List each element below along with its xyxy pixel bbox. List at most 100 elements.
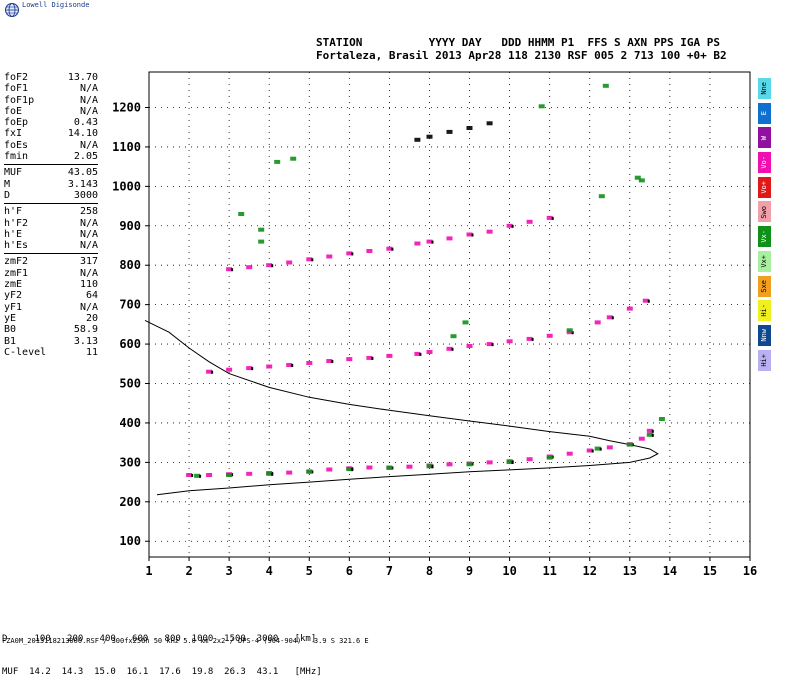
x-tick-label: 13 [623,564,637,578]
mode-button-nne[interactable]: Nne [758,78,771,99]
trace-point [426,350,433,354]
trace-point [406,464,413,469]
param-row: yF1 N/A [4,302,98,313]
y-tick-label: 800 [119,258,141,272]
muf-table: D 100 200 400 600 800 1000 1500 3000 [km… [2,612,322,689]
mode-label: Nne [760,82,768,95]
trace-point [606,445,613,450]
param-label: fxI [4,128,23,140]
trace-point [546,333,553,338]
param-label: yE [4,312,17,324]
x-tick-label: 8 [426,564,433,578]
param-label: D [4,189,11,201]
param-label: C-level [4,346,47,358]
mode-button-sxe[interactable]: Sxe [758,275,771,297]
trace-point [486,460,493,465]
trace-point [594,446,601,451]
x-tick-label: 4 [266,564,273,578]
param-value: N/A [79,139,98,151]
param-value: 3000 [73,189,98,201]
x-tick-label: 15 [703,564,717,578]
trace-point-dark [591,449,594,453]
mode-button-w[interactable]: W [758,127,771,149]
trace-point [426,239,433,244]
param-label: yF2 [4,290,23,302]
param-value: 43.05 [67,167,98,179]
param-value: 2.05 [73,151,98,163]
param-label: foEs [4,139,29,151]
trace-point [462,320,469,325]
trace-point [486,229,493,234]
param-divider [4,203,98,205]
trace-point [414,137,421,142]
trace-point [602,83,609,88]
trace-point [646,428,653,433]
param-row: foF2 13.70 [4,72,98,83]
mode-button-vominus[interactable]: Vo- [758,152,771,174]
param-value: N/A [79,83,98,95]
x-tick-label: 16 [743,564,757,578]
trace-point-dark [531,337,534,341]
trace-point [326,467,333,472]
trace-point [446,346,453,351]
param-row: foEs N/A [4,140,98,151]
trace-point [238,212,245,216]
x-tick-label: 9 [466,564,473,578]
mode-button-e[interactable]: E [758,102,771,124]
trace-point [326,359,333,363]
param-label: foF1p [4,94,35,106]
x-tick-label: 5 [306,564,313,578]
trace-point [226,473,233,477]
trace-point [526,457,533,462]
y-tick-label: 1200 [112,100,141,114]
muf-row: MUF 14.2 14.3 15.0 16.1 17.6 19.8 26.3 4… [2,667,322,677]
param-row: MUF 43.05 [4,167,98,178]
trace-point-dark [371,356,374,360]
param-label: yF1 [4,301,23,313]
trace-point [546,215,553,220]
trace-point [658,417,665,421]
trace-point [642,298,649,303]
trace-point [446,462,453,467]
trace-point [386,353,393,358]
x-tick-label: 14 [663,564,677,578]
trace-point [258,239,265,244]
param-label: fmin [4,151,29,163]
trace-point [286,470,293,475]
mode-button-vxminus[interactable]: Vx- [758,226,771,248]
mode-button-vxplus[interactable]: Vx+ [758,250,771,272]
x-tick-label: 6 [346,564,353,578]
param-row: fxI 14.10 [4,128,98,139]
trace-point [638,178,645,183]
param-label: zmF1 [4,267,29,279]
param-row: foEp 0.43 [4,117,98,128]
trace-point [538,104,545,109]
x-tick-label: 1 [145,564,152,578]
mode-label: Swo [760,205,768,219]
param-value: 11 [85,346,98,358]
param-value: 110 [79,279,98,291]
param-label: MUF [4,167,23,179]
trace-point [266,364,273,369]
x-tick-label: 11 [542,564,556,578]
trace-point [626,306,633,311]
trace-point-dark [351,252,354,256]
param-value: N/A [79,301,98,313]
trace-point-dark [191,474,194,477]
param-row: D 3000 [4,190,98,201]
mode-button-voplus[interactable]: Vo+ [758,176,771,198]
trace-point [414,351,421,356]
param-value: 20 [85,312,98,324]
mode-button-nnw[interactable]: Nnw [758,324,771,346]
param-label: h'E [4,228,23,240]
mode-label: Hi- [760,304,768,318]
param-value: 3.13 [73,335,98,347]
mode-button-swo[interactable]: Swo [758,201,771,223]
trace-point-dark [251,367,254,371]
mode-button-hiplus[interactable]: Hi+ [758,349,771,371]
param-value: N/A [79,228,98,240]
x-tick-label: 3 [226,564,233,578]
trace-point [266,263,273,268]
mode-button-himinus[interactable]: Hi- [758,300,771,322]
trace-point-dark [651,429,654,433]
